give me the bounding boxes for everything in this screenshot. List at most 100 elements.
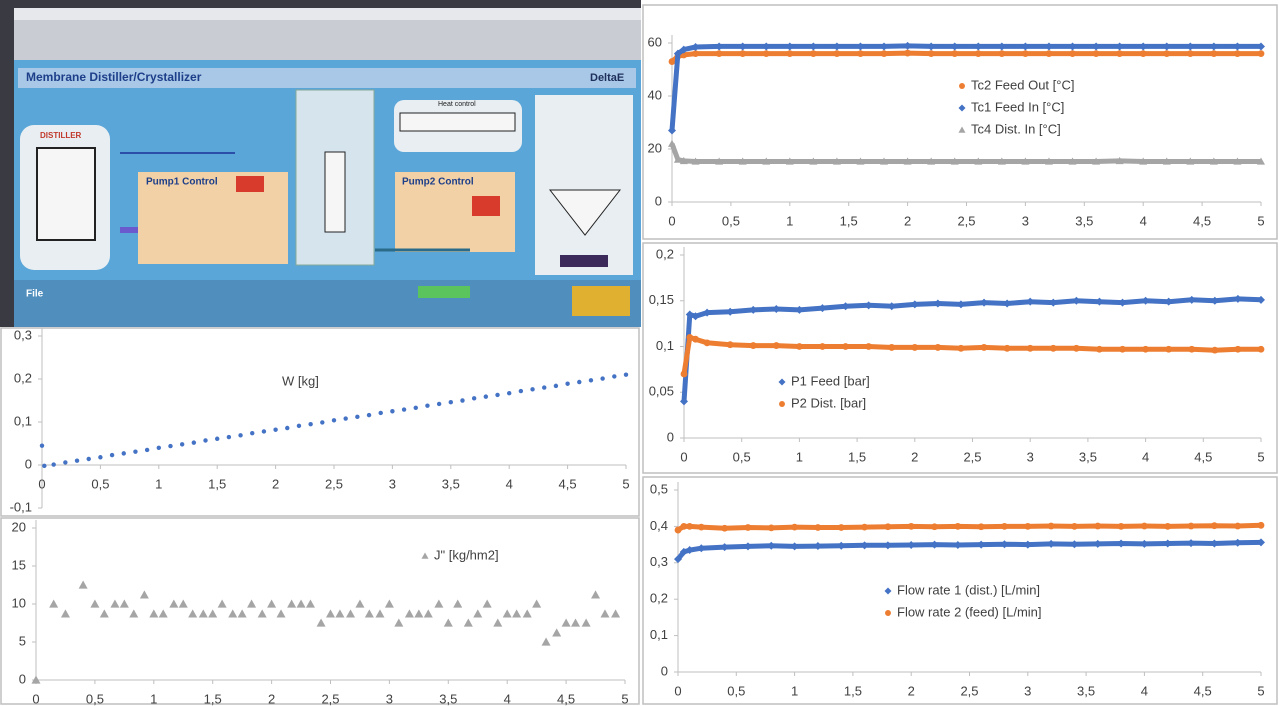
x-tick-label: 0,5 — [727, 683, 745, 698]
data-point — [815, 524, 822, 531]
data-point — [686, 334, 693, 341]
x-tick-label: 0,5 — [86, 691, 104, 706]
data-point — [1210, 50, 1217, 57]
data-point — [842, 343, 849, 350]
y-tick-label: 10 — [12, 595, 26, 610]
data-point — [675, 527, 682, 534]
data-point — [542, 385, 546, 389]
data-point — [680, 523, 687, 530]
data-point — [1188, 523, 1195, 530]
legend-label: P1 Feed [bar] — [791, 373, 870, 388]
x-tick-label: 0 — [680, 449, 687, 464]
legend-label: Flow rate 1 (dist.) [L/min] — [897, 582, 1040, 597]
data-point — [1094, 523, 1101, 530]
pump2-button — [472, 196, 500, 216]
x-tick-label: 3 — [1027, 449, 1034, 464]
crystallizer-tray — [560, 255, 608, 267]
legend-label: W [kg] — [282, 373, 319, 388]
data-point — [98, 455, 102, 459]
x-tick-label: 0 — [674, 683, 681, 698]
x-tick-label: 3 — [386, 691, 393, 706]
data-point — [472, 396, 476, 400]
data-point — [1093, 50, 1100, 57]
membrane-module — [325, 152, 345, 232]
x-tick-label: 4 — [1141, 683, 1148, 698]
x-tick-label: 0 — [32, 691, 39, 706]
x-tick-label: 3,5 — [439, 691, 457, 706]
ui-screenshot: Membrane Distiller/Crystallizer DeltaE D… — [0, 0, 641, 327]
data-point — [624, 372, 628, 376]
y-tick-label: 0,5 — [650, 481, 668, 496]
data-point — [402, 407, 406, 411]
data-point — [51, 462, 55, 466]
x-tick-label: 2,5 — [960, 683, 978, 698]
x-tick-label: 5 — [1257, 683, 1264, 698]
x-tick-label: 1,5 — [840, 213, 858, 228]
data-point — [612, 374, 616, 378]
x-tick-label: 0 — [38, 476, 45, 491]
y-tick-label: 15 — [12, 557, 26, 572]
data-point — [791, 524, 798, 531]
x-tick-label: 4 — [1140, 213, 1147, 228]
data-point — [857, 50, 864, 57]
x-tick-label: 3,5 — [1079, 449, 1097, 464]
data-point — [861, 524, 868, 531]
distiller-column — [37, 148, 95, 240]
x-tick-label: 2,5 — [325, 476, 343, 491]
data-point — [1004, 345, 1011, 352]
data-point — [390, 409, 394, 413]
data-point — [75, 458, 79, 462]
x-tick-label: 4 — [506, 476, 513, 491]
menu-bar — [14, 8, 641, 20]
data-point — [865, 343, 872, 350]
x-tick-label: 1 — [786, 213, 793, 228]
x-tick-label: 2 — [908, 683, 915, 698]
pump1-label: Pump1 Control — [146, 177, 218, 188]
y-tick-label: 20 — [648, 140, 662, 155]
y-tick-label: 0,15 — [649, 292, 674, 307]
y-tick-label: -0,1 — [10, 499, 32, 514]
x-tick-label: 4,5 — [1194, 449, 1212, 464]
y-tick-label: 0,1 — [14, 413, 32, 428]
x-tick-label: 3 — [1024, 683, 1031, 698]
data-point — [881, 50, 888, 57]
data-point — [884, 523, 891, 530]
y-tick-label: 0,2 — [656, 246, 674, 261]
status-bar — [14, 280, 641, 327]
x-tick-label: 5 — [622, 476, 629, 491]
exit-button[interactable] — [572, 286, 630, 316]
pump2-label: Pump2 Control — [402, 177, 474, 188]
x-tick-label: 2,5 — [963, 449, 981, 464]
data-point — [157, 446, 161, 450]
y-tick-label: 0,05 — [649, 384, 674, 399]
legend-label: Tc4 Dist. In [°C] — [971, 121, 1061, 136]
data-point — [192, 440, 196, 444]
x-tick-label: 2 — [268, 691, 275, 706]
y-tick-label: 0 — [661, 663, 668, 678]
x-tick-label: 1,5 — [848, 449, 866, 464]
data-point — [727, 341, 734, 348]
data-point — [262, 429, 266, 433]
y-tick-label: 40 — [648, 87, 662, 102]
data-point — [1188, 346, 1195, 353]
data-point — [904, 50, 911, 57]
data-point — [110, 453, 114, 457]
y-tick-label: 0,3 — [14, 327, 32, 342]
file-label: File — [26, 289, 44, 300]
y-tick-label: 0 — [667, 429, 674, 444]
x-tick-label: 2 — [904, 213, 911, 228]
data-point — [355, 415, 359, 419]
y-tick-label: 0,3 — [650, 554, 668, 569]
data-point — [928, 50, 935, 57]
legend-label: J" [kg/hm2] — [434, 547, 499, 562]
x-tick-label: 1 — [791, 683, 798, 698]
data-point — [1046, 50, 1053, 57]
y-tick-label: 0 — [655, 193, 662, 208]
data-point — [122, 451, 126, 455]
x-tick-label: 3,5 — [442, 476, 460, 491]
data-point — [1234, 523, 1241, 530]
data-point — [577, 380, 581, 384]
x-tick-label: 0,5 — [733, 449, 751, 464]
start-button[interactable] — [418, 286, 470, 298]
data-point — [250, 431, 254, 435]
